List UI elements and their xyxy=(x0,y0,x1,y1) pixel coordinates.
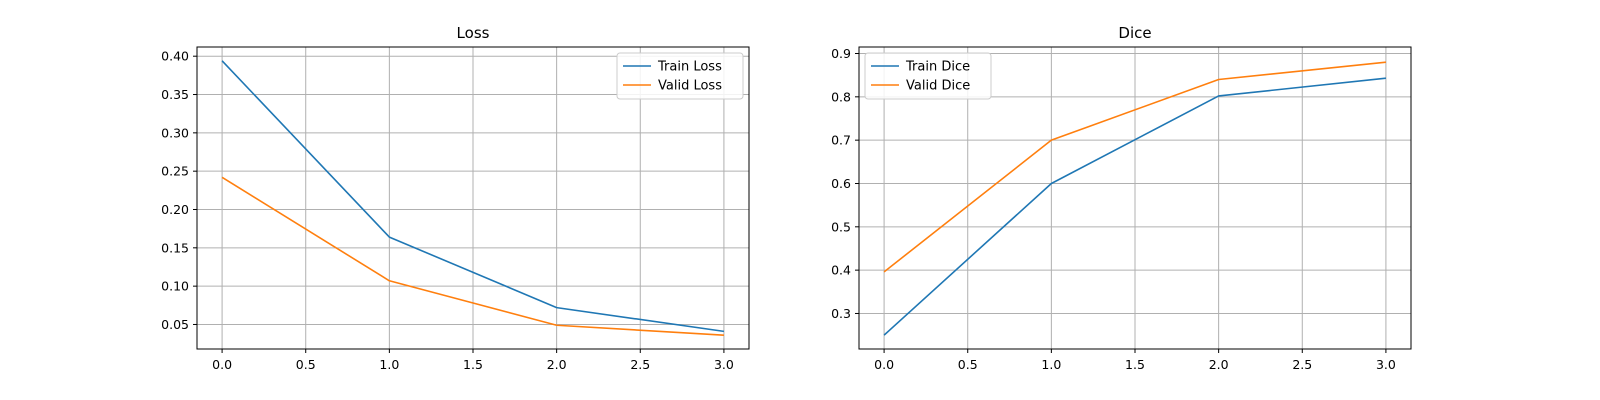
chart-title: Loss xyxy=(457,24,490,42)
x-tick-label: 1.5 xyxy=(463,357,483,372)
y-tick-label: 0.9 xyxy=(831,46,851,61)
y-tick-label: 0.5 xyxy=(831,219,851,234)
y-tick-label: 0.10 xyxy=(161,279,189,294)
y-tick-label: 0.15 xyxy=(161,240,189,255)
chart-title: Dice xyxy=(1118,24,1151,42)
x-tick-label: 3.0 xyxy=(1376,357,1396,372)
x-tick-label: 2.5 xyxy=(630,357,650,372)
x-tick-label: 0.5 xyxy=(296,357,316,372)
y-tick-label: 0.3 xyxy=(831,306,851,321)
legend-box xyxy=(616,52,744,100)
y-tick-label: 0.30 xyxy=(161,125,189,140)
legend-label: Train Loss xyxy=(657,60,722,75)
y-tick-label: 0.05 xyxy=(161,317,189,332)
legend-label: Train Dice xyxy=(905,60,970,75)
legend: Train Loss Valid Loss xyxy=(616,52,744,100)
y-tick-label: 0.40 xyxy=(161,49,189,64)
x-tick-label: 2.5 xyxy=(1292,357,1312,372)
x-tick-label: 2.0 xyxy=(1209,357,1229,372)
y-tick-label: 0.20 xyxy=(161,202,189,217)
y-tick-label: 0.7 xyxy=(831,133,851,148)
y-tick-label: 0.35 xyxy=(161,87,189,102)
loss-chart: 0.0 0.5 1.0 1.5 2.0 2.5 3.0 0.05 0.10 0.15 0.20 0.2… xyxy=(161,24,750,372)
x-tick-label: 0.5 xyxy=(958,357,978,372)
legend-box xyxy=(864,52,992,100)
legend-label: Valid Loss xyxy=(658,79,722,94)
series-line-valid-dice xyxy=(883,61,1386,273)
y-tick-label: 0.6 xyxy=(831,176,851,191)
y-tick-label: 0.25 xyxy=(161,164,189,179)
x-tick-label: 0.0 xyxy=(874,357,894,372)
x-tick-label: 1.0 xyxy=(1041,357,1061,372)
series-line-valid-loss xyxy=(221,176,724,336)
x-tick-label: 2.0 xyxy=(547,357,567,372)
x-tick-label: 0.0 xyxy=(212,357,232,372)
y-tick-label: 0.4 xyxy=(831,263,851,278)
y-tick-label: 0.8 xyxy=(831,89,851,104)
x-tick-label: 1.0 xyxy=(379,357,399,372)
series-line-train-loss xyxy=(221,60,725,333)
legend: Train Dice Valid Dice xyxy=(864,52,992,100)
dice-chart: 0.0 0.5 1.0 1.5 2.0 2.5 3.0 0.3 0.4 0.5 0.6 0.7 0.8 0… xyxy=(831,24,1412,372)
x-tick-label: 1.5 xyxy=(1125,357,1145,372)
series-line-train-dice xyxy=(883,77,1386,336)
legend-label: Valid Dice xyxy=(906,79,970,94)
x-tick-label: 3.0 xyxy=(714,357,734,372)
